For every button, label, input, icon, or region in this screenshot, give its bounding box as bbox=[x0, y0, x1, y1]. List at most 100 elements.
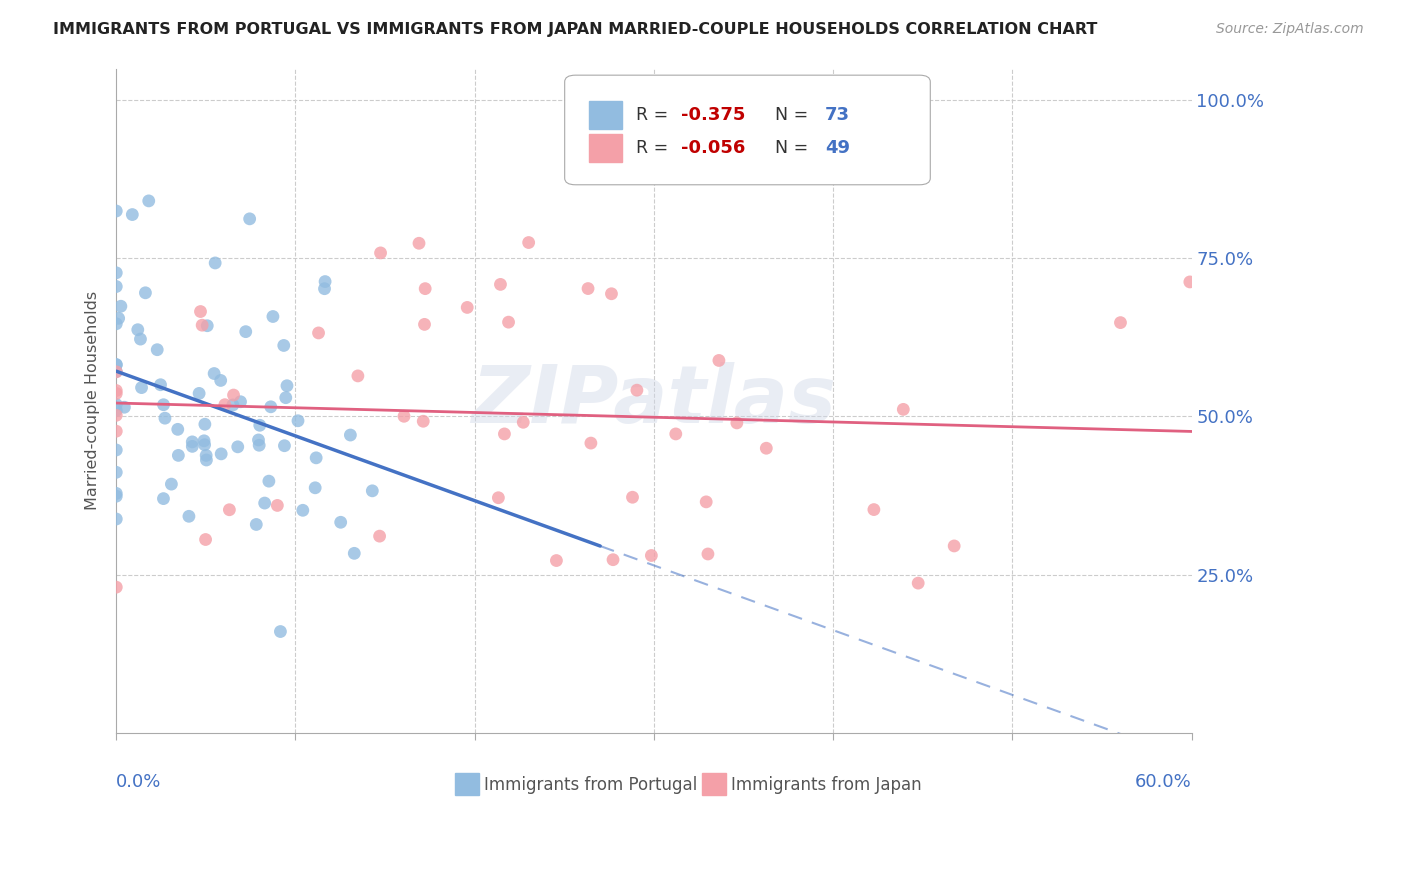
Point bbox=[105, 365, 128, 379]
Bar bbox=[589, 135, 621, 162]
Point bbox=[273, 439, 295, 453]
Point bbox=[105, 403, 128, 417]
Point bbox=[202, 367, 225, 381]
Point bbox=[194, 417, 217, 432]
Point bbox=[110, 299, 132, 313]
Point bbox=[129, 332, 152, 346]
Point bbox=[166, 422, 188, 436]
Point bbox=[308, 326, 330, 340]
Point bbox=[105, 358, 128, 372]
Point bbox=[498, 315, 520, 329]
Text: -0.056: -0.056 bbox=[681, 139, 745, 157]
Point bbox=[134, 285, 156, 300]
Point bbox=[707, 353, 730, 368]
Point bbox=[494, 426, 516, 441]
Point bbox=[269, 624, 291, 639]
Point bbox=[152, 398, 174, 412]
Point bbox=[489, 277, 512, 292]
Point bbox=[239, 211, 262, 226]
Point bbox=[105, 384, 128, 398]
Point bbox=[260, 400, 283, 414]
Point bbox=[314, 275, 336, 289]
Point bbox=[695, 495, 717, 509]
Point bbox=[229, 394, 252, 409]
Point bbox=[138, 194, 160, 208]
Point bbox=[195, 318, 218, 333]
Text: R =: R = bbox=[636, 106, 673, 124]
Point bbox=[105, 204, 128, 219]
Point bbox=[105, 580, 128, 594]
Point bbox=[370, 246, 392, 260]
Point bbox=[413, 318, 436, 332]
Point bbox=[112, 401, 135, 415]
Text: 60.0%: 60.0% bbox=[1135, 772, 1192, 790]
Point bbox=[640, 549, 662, 563]
Point bbox=[188, 386, 211, 401]
Text: IMMIGRANTS FROM PORTUGAL VS IMMIGRANTS FROM JAPAN MARRIED-COUPLE HOUSEHOLDS CORR: IMMIGRANTS FROM PORTUGAL VS IMMIGRANTS F… bbox=[53, 22, 1098, 37]
Point bbox=[222, 388, 245, 402]
Point bbox=[725, 416, 748, 430]
Text: 0.0%: 0.0% bbox=[117, 772, 162, 790]
Point bbox=[392, 409, 415, 424]
Text: 49: 49 bbox=[825, 139, 849, 157]
Point bbox=[579, 436, 602, 450]
Text: N =: N = bbox=[776, 139, 814, 157]
Point bbox=[697, 547, 720, 561]
Point bbox=[105, 424, 128, 438]
Point bbox=[266, 499, 288, 513]
Point bbox=[600, 286, 623, 301]
Point bbox=[209, 447, 232, 461]
Point bbox=[291, 503, 314, 517]
Point bbox=[167, 449, 190, 463]
Point bbox=[907, 576, 929, 591]
Point bbox=[235, 325, 257, 339]
Bar bbox=[703, 773, 725, 795]
Point bbox=[626, 383, 648, 397]
Point bbox=[105, 365, 128, 379]
Point bbox=[413, 282, 436, 296]
Point bbox=[131, 381, 153, 395]
Point bbox=[486, 491, 509, 505]
Point bbox=[218, 502, 240, 516]
Point bbox=[177, 509, 200, 524]
Point bbox=[193, 434, 215, 448]
Point bbox=[361, 483, 384, 498]
Point bbox=[149, 377, 172, 392]
Point bbox=[121, 208, 143, 222]
Point bbox=[249, 418, 271, 433]
Point bbox=[247, 433, 270, 447]
Point bbox=[1109, 316, 1132, 330]
Bar bbox=[456, 773, 478, 795]
Point bbox=[195, 453, 218, 467]
Point bbox=[257, 474, 280, 488]
Point bbox=[105, 442, 128, 457]
Point bbox=[127, 323, 149, 337]
Point bbox=[105, 489, 128, 503]
Point bbox=[181, 439, 204, 453]
Point bbox=[191, 318, 214, 333]
Point bbox=[347, 368, 370, 383]
Point bbox=[304, 481, 326, 495]
Text: N =: N = bbox=[776, 106, 814, 124]
Point bbox=[602, 552, 624, 566]
Point bbox=[305, 450, 328, 465]
Y-axis label: Married-couple Households: Married-couple Households bbox=[86, 291, 100, 510]
Point bbox=[262, 310, 284, 324]
Point bbox=[755, 442, 778, 456]
Point bbox=[273, 338, 295, 352]
Point bbox=[181, 434, 204, 449]
Point bbox=[412, 414, 434, 428]
Point bbox=[105, 486, 128, 500]
Text: ZIPatlas: ZIPatlas bbox=[471, 361, 837, 440]
Point bbox=[105, 397, 128, 411]
Point bbox=[863, 502, 886, 516]
Point bbox=[194, 533, 217, 547]
FancyBboxPatch shape bbox=[565, 75, 931, 185]
Text: -0.375: -0.375 bbox=[681, 106, 745, 124]
Point bbox=[222, 398, 245, 412]
Point bbox=[245, 517, 267, 532]
Bar bbox=[589, 101, 621, 129]
Point bbox=[194, 438, 217, 452]
Point bbox=[105, 317, 128, 331]
Point bbox=[105, 266, 128, 280]
